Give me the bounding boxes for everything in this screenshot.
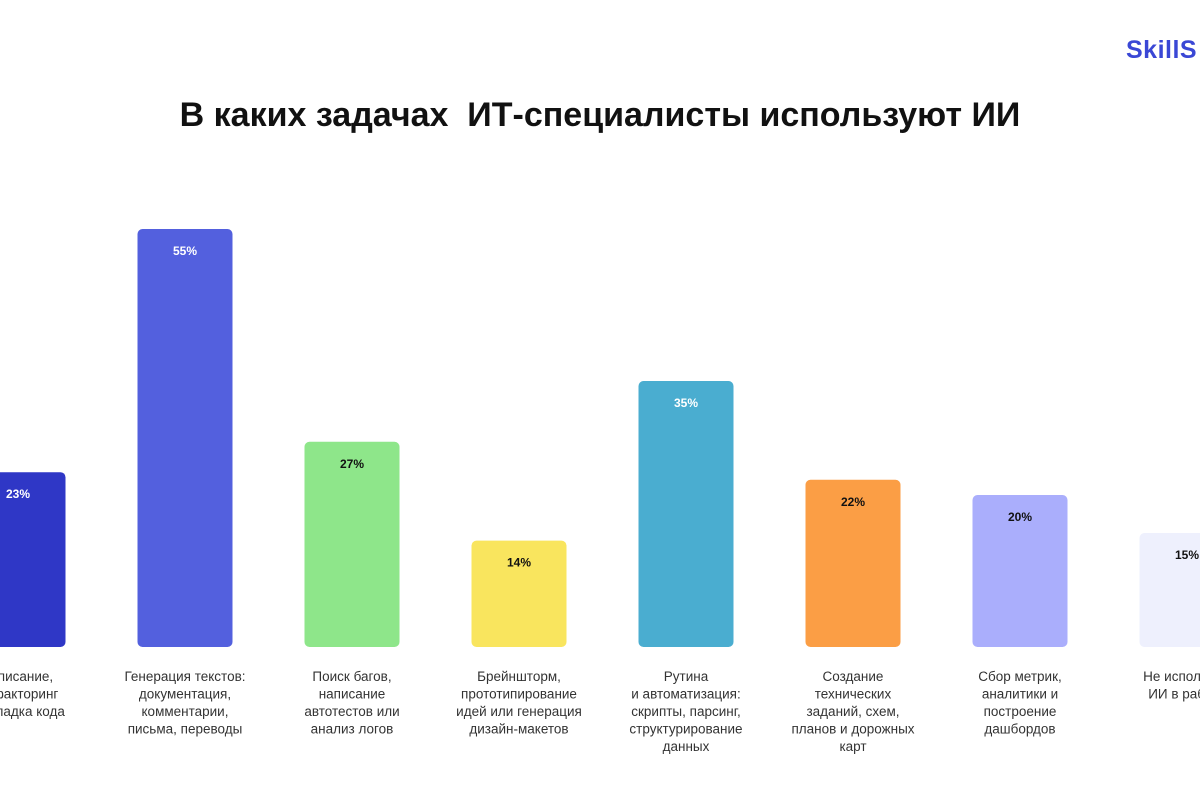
- category-label-8: Не используюИИ в работе: [1143, 669, 1200, 702]
- value-label-3: 27%: [340, 457, 364, 471]
- value-label-2: 55%: [173, 244, 197, 258]
- category-label-4: Брейншторм, прототипирование идей или гене…: [456, 669, 582, 737]
- category-label-1: написание,рефакторинги отладка кода: [0, 669, 65, 719]
- bar-6: [805, 479, 901, 647]
- value-label-5: 35%: [674, 396, 698, 410]
- value-label-8: 15%: [1175, 548, 1199, 562]
- value-label-4: 14%: [507, 556, 531, 570]
- chart-title: В каких задачах ИТ-специалисты использую…: [179, 96, 1021, 134]
- bar-8: [1139, 533, 1200, 647]
- bar-5: [638, 381, 734, 647]
- category-label-2: Генерация текстов: документация, комментар…: [124, 669, 245, 737]
- category-label-5: Рутина и автоматизация: скрипты, парсинг, с…: [629, 669, 742, 754]
- category-label-6: Создание технических заданий, схем, планов …: [791, 669, 914, 754]
- bar-1: [0, 472, 66, 647]
- category-label-7: Сбор метрик, аналитики и построение дашборд…: [978, 669, 1061, 737]
- brand-logo: SkillS: [1126, 36, 1198, 64]
- bar-7: [972, 495, 1068, 647]
- value-label-7: 20%: [1008, 510, 1032, 524]
- bar-2: [137, 229, 233, 647]
- value-label-1: 23%: [6, 487, 30, 501]
- value-label-6: 22%: [841, 495, 865, 509]
- bar-3: [304, 441, 400, 647]
- category-label-3: Поиск багов, написание автотестов или анали…: [304, 669, 399, 737]
- bar-4: [471, 540, 567, 647]
